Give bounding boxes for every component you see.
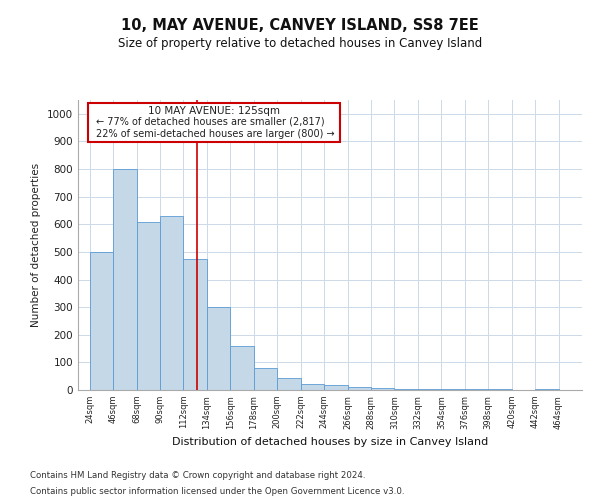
X-axis label: Distribution of detached houses by size in Canvey Island: Distribution of detached houses by size … bbox=[172, 437, 488, 447]
Text: ← 77% of detached houses are smaller (2,817): ← 77% of detached houses are smaller (2,… bbox=[95, 116, 324, 126]
Bar bbox=[347, 386, 371, 390]
Text: Contains HM Land Registry data © Crown copyright and database right 2024.: Contains HM Land Registry data © Crown c… bbox=[30, 472, 365, 480]
Bar bbox=[137, 222, 160, 390]
Bar bbox=[371, 388, 394, 390]
Bar bbox=[418, 389, 442, 390]
Text: 10, MAY AVENUE, CANVEY ISLAND, SS8 7EE: 10, MAY AVENUE, CANVEY ISLAND, SS8 7EE bbox=[121, 18, 479, 32]
Bar bbox=[113, 169, 137, 390]
Bar bbox=[442, 389, 465, 390]
Text: 22% of semi-detached houses are larger (800) →: 22% of semi-detached houses are larger (… bbox=[95, 128, 334, 138]
Bar bbox=[277, 378, 301, 390]
Bar bbox=[301, 384, 324, 390]
Y-axis label: Number of detached properties: Number of detached properties bbox=[31, 163, 41, 327]
Bar bbox=[230, 346, 254, 390]
Text: Size of property relative to detached houses in Canvey Island: Size of property relative to detached ho… bbox=[118, 38, 482, 51]
Bar bbox=[207, 307, 230, 390]
FancyBboxPatch shape bbox=[88, 103, 340, 142]
Bar bbox=[254, 368, 277, 390]
Text: 10 MAY AVENUE: 125sqm: 10 MAY AVENUE: 125sqm bbox=[148, 106, 280, 116]
Bar bbox=[535, 388, 559, 390]
Bar bbox=[394, 388, 418, 390]
Text: Contains public sector information licensed under the Open Government Licence v3: Contains public sector information licen… bbox=[30, 486, 404, 496]
Bar bbox=[184, 259, 207, 390]
Bar bbox=[90, 252, 113, 390]
Bar bbox=[160, 216, 184, 390]
Bar bbox=[324, 385, 347, 390]
